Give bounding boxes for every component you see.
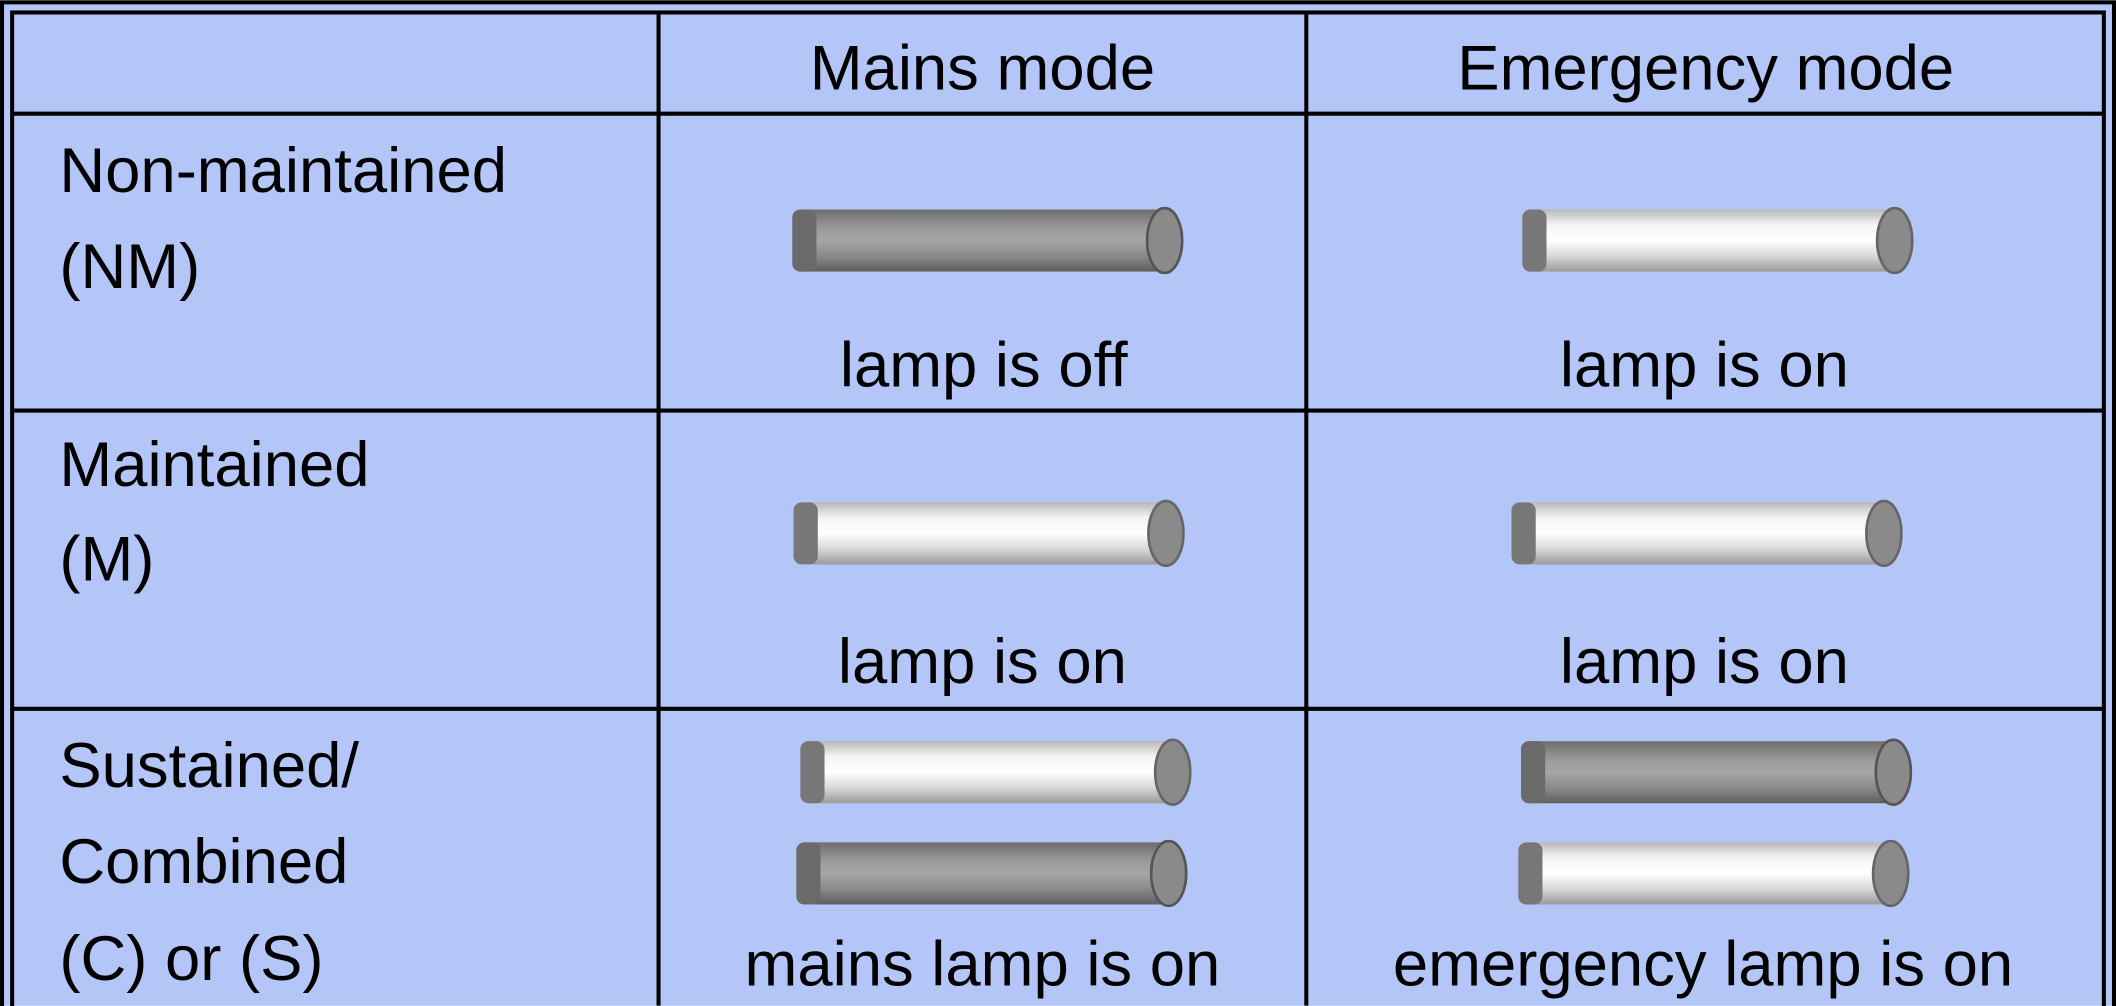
cell-text: lamp is on: [838, 627, 1127, 697]
grid: [12, 12, 2104, 1006]
row-label: (M): [59, 525, 154, 595]
lamp-on: [1522, 206, 1914, 275]
lamp-off: [796, 839, 1188, 908]
inner-border: [10, 10, 2106, 1006]
lamp-on: [1511, 499, 1903, 568]
row-label: Sustained/: [59, 731, 359, 801]
row-label: Maintained: [59, 430, 369, 500]
column-header: Mains mode: [810, 33, 1155, 103]
lamp-on: [800, 738, 1192, 806]
column-header: Emergency mode: [1457, 33, 1954, 103]
lamp-off: [792, 206, 1184, 275]
row-label: Combined: [59, 827, 348, 897]
cell-text: lamp is off: [840, 330, 1128, 400]
lamp-on: [1518, 839, 1910, 908]
row-label: Non-maintained: [59, 136, 507, 206]
cell-text: mains lamp is on: [745, 929, 1221, 999]
row-label: (NM): [59, 232, 200, 302]
lamp-on: [793, 499, 1185, 568]
row-label: (C) or (S): [59, 924, 323, 994]
lamp-off: [1520, 738, 1913, 806]
cell-text: emergency lamp is on: [1393, 929, 2013, 999]
cell-text: lamp is on: [1560, 330, 1849, 400]
cell-text: lamp is on: [1560, 627, 1849, 697]
